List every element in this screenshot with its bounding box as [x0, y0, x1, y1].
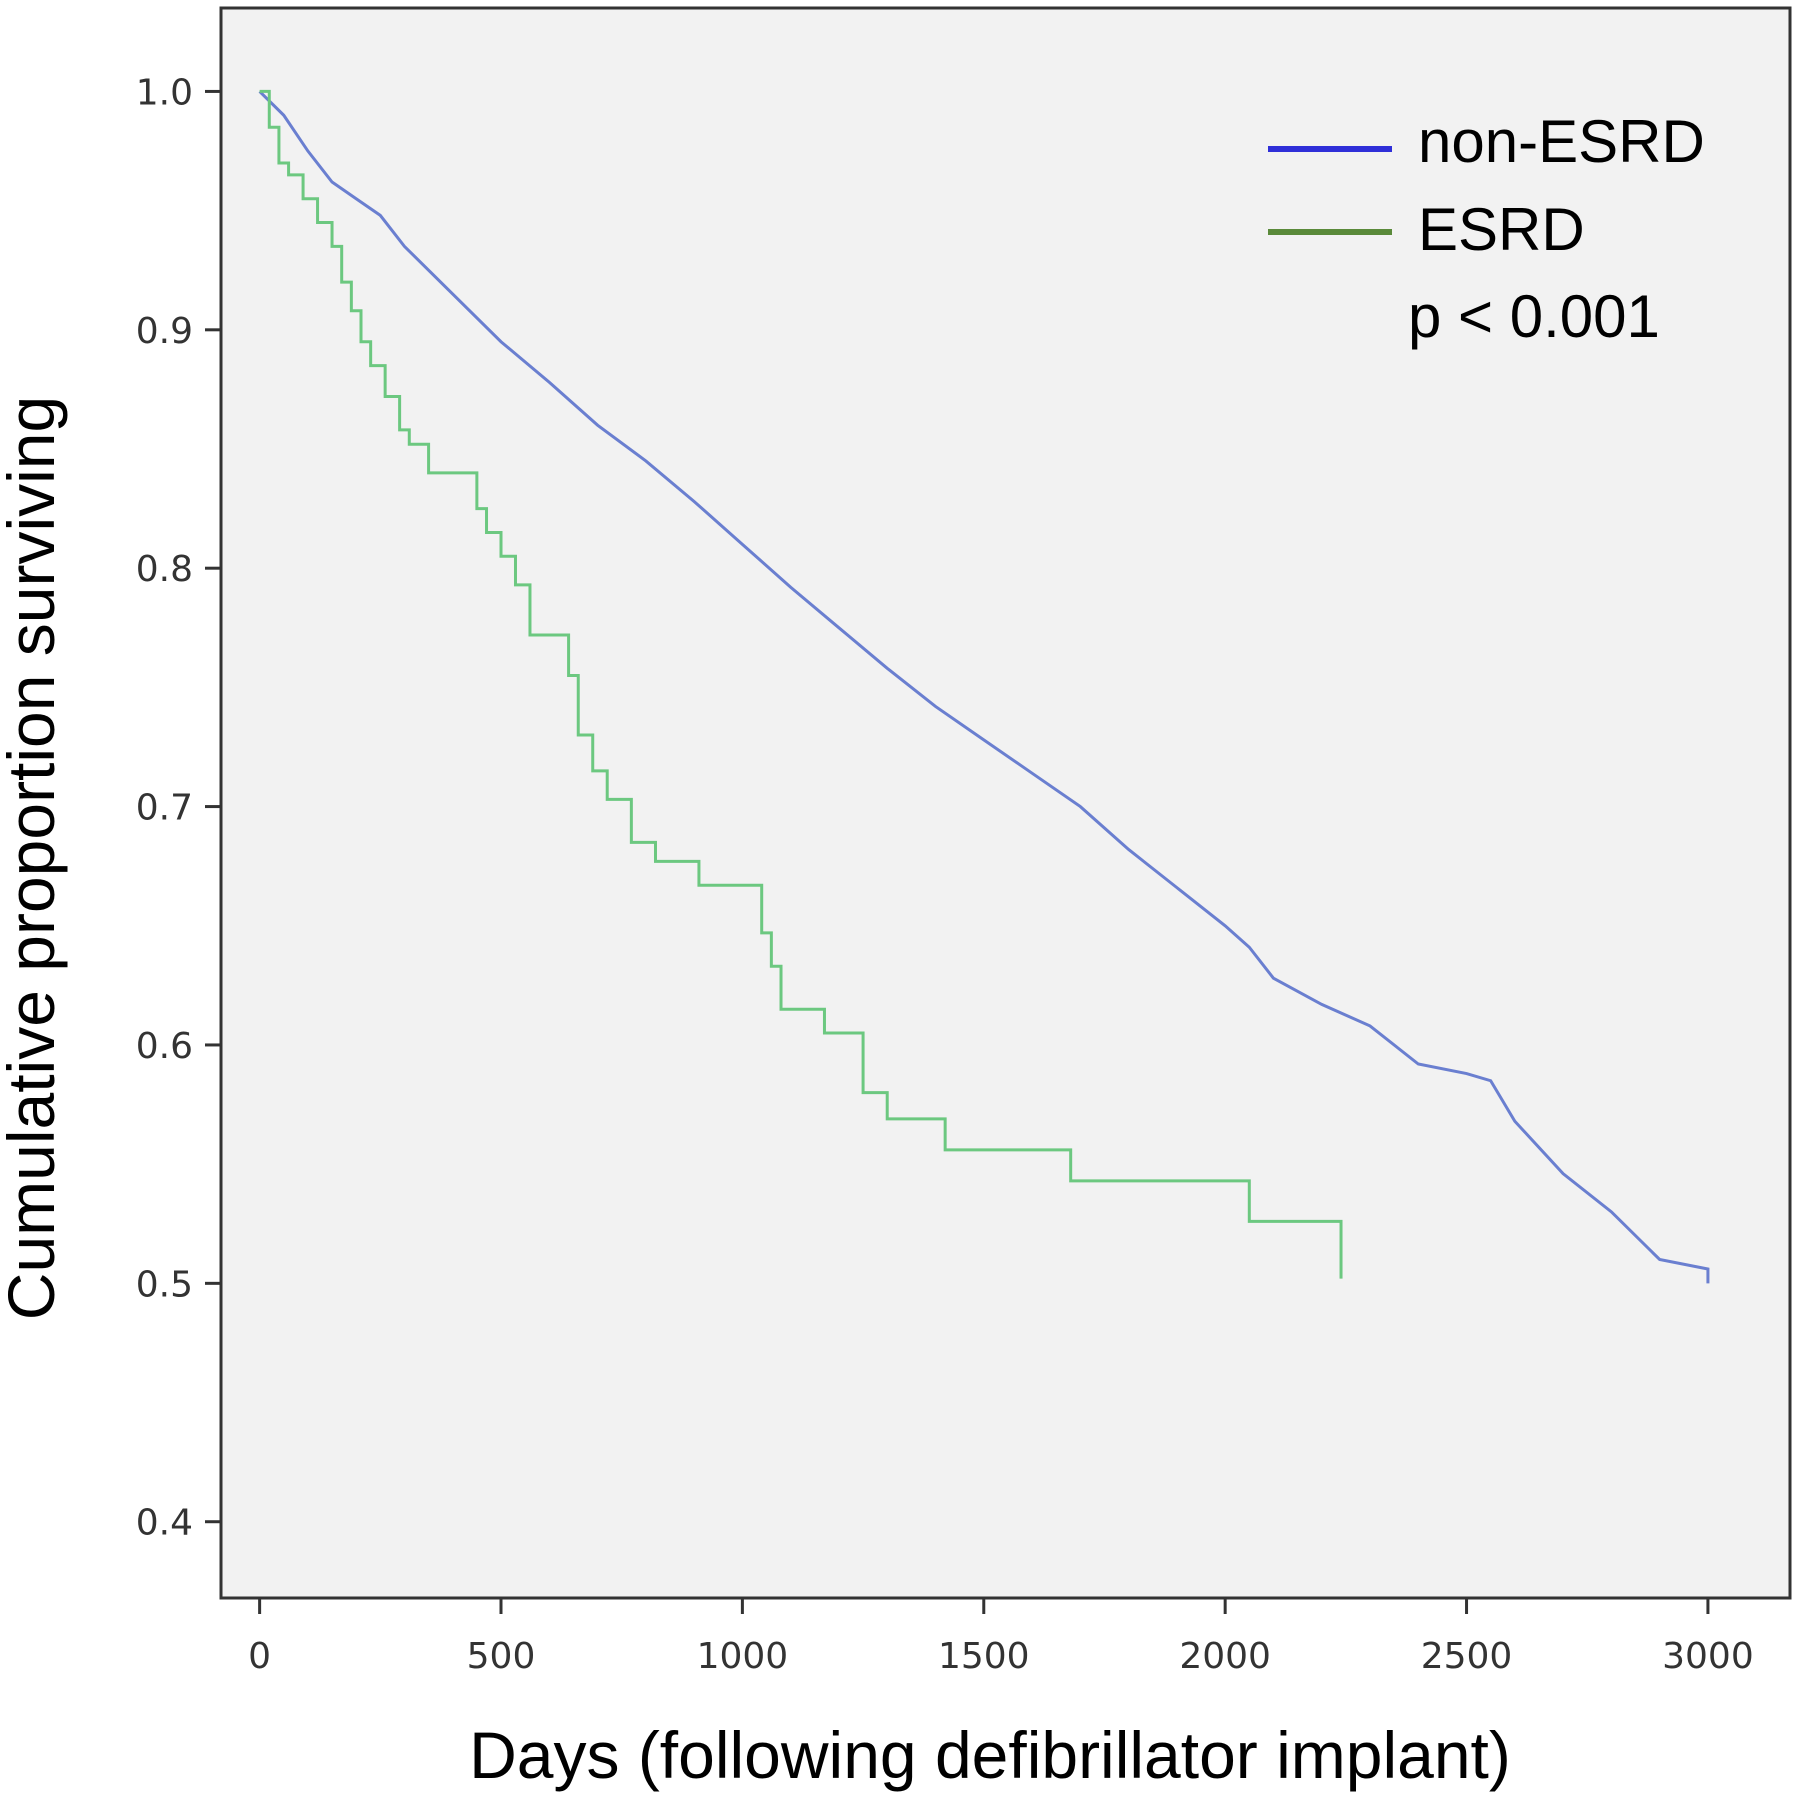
x-tick-label: 3000 — [1662, 1636, 1754, 1677]
y-tick-label: 0.7 — [136, 788, 193, 829]
x-tick-label: 1000 — [697, 1636, 789, 1677]
x-tick-label: 2500 — [1421, 1636, 1513, 1677]
y-tick-label: 0.9 — [136, 311, 193, 352]
legend: non-ESRD ESRD p < 0.001 — [1268, 108, 1705, 350]
series-line-esrd — [259, 89, 1343, 1279]
x-tick-label: 1500 — [938, 1636, 1030, 1677]
series-layer — [258, 89, 1710, 1284]
y-axis-title: Cumulative proportion surviving — [0, 396, 68, 1320]
plot-area — [219, 6, 1792, 1600]
legend-label-non-esrd: non-ESRD — [1418, 108, 1705, 175]
y-axis: 0.4 0.5 0.6 0.7 0.8 0.9 1.0 — [136, 72, 221, 1544]
y-tick-label: 0.8 — [136, 549, 193, 590]
x-tick-label: 2000 — [1179, 1636, 1271, 1677]
p-value-annotation: p < 0.001 — [1408, 283, 1660, 350]
y-tick-label: 0.5 — [136, 1264, 193, 1305]
y-tick-label: 0.6 — [136, 1026, 193, 1067]
x-tick-label: 0 — [248, 1636, 271, 1677]
series-line-non-esrd — [258, 90, 1710, 1284]
y-tick-label: 1.0 — [136, 72, 193, 113]
x-axis: 0 500 1000 1500 2000 2500 3000 — [248, 1598, 1754, 1677]
x-tick-label: 500 — [467, 1636, 536, 1677]
legend-label-esrd: ESRD — [1418, 196, 1585, 263]
y-tick-label: 0.4 — [136, 1503, 193, 1544]
x-axis-title: Days (following defibrillator implant) — [469, 1718, 1511, 1792]
